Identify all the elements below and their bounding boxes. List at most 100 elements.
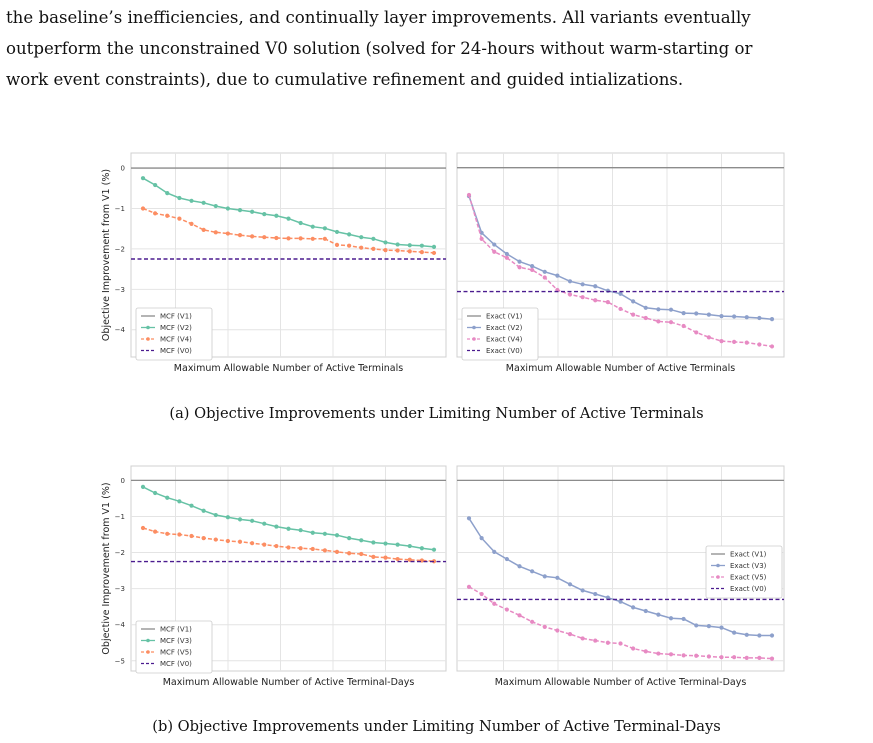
data-point [213,203,218,209]
data-point [580,295,585,300]
data-point [431,244,437,249]
data-point [643,315,648,321]
data-point [310,530,315,535]
data-point [383,541,388,546]
data-point [605,300,610,305]
legend-entry: MCF (V0) [160,347,192,355]
data-point [681,653,686,658]
legend-entry: MCF (V1) [160,626,192,634]
data-point [395,242,400,247]
data-point [286,526,291,531]
y-axis-label: Objective Improvement from V1 (%) [101,169,112,341]
data-point [744,632,749,637]
paragraph-line: work event constraints), due to cumulati… [6,70,684,89]
data-point [213,512,218,518]
data-point [517,564,522,569]
data-point [250,234,255,239]
data-point [466,192,472,198]
data-point [732,339,737,344]
chart-b-right: Maximum Allowable Number of Active Termi… [456,465,785,688]
data-point [681,323,686,329]
legend-box [705,545,783,599]
data-point [431,547,437,552]
data-point [153,182,158,188]
data-point [504,607,509,612]
data-point [542,624,547,629]
data-point [371,540,376,545]
legend-entry: MCF (V3) [160,637,192,645]
data-point [744,340,749,345]
data-point [656,651,661,656]
legend-marker [146,337,150,341]
data-point [605,595,610,600]
data-point [225,231,230,236]
data-point [383,240,388,245]
data-point [140,176,146,181]
data-point [706,624,711,629]
legend: MCF (V1) MCF (V2) MCF (V4) MCF (V0) [135,307,213,361]
data-point [225,206,230,211]
data-point [237,208,243,213]
data-point [153,490,158,496]
data-point [250,541,255,546]
data-point [250,209,255,214]
data-point [213,537,218,542]
data-point [395,248,400,253]
data-point [643,305,648,310]
y-tick-label: 0 [121,477,125,485]
data-point [504,251,509,257]
legend-entry: MCF (V0) [160,660,192,668]
data-point [580,636,585,641]
y-tick-label: −3 [115,286,125,294]
data-point [757,315,762,321]
data-point [656,307,661,312]
data-point [719,625,724,630]
data-point [605,288,610,293]
data-point [504,255,509,260]
data-point [310,236,315,241]
data-point [140,525,146,531]
data-point [262,521,267,526]
y-tick-label: −5 [115,657,125,665]
data-point [371,554,376,559]
y-axis-label: Objective Improvement from V1 (%) [101,482,112,654]
data-point [347,243,352,248]
data-point [479,536,484,541]
data-point [419,243,424,248]
data-point [359,245,364,250]
data-point [530,619,535,624]
data-point [177,216,182,221]
data-point [213,230,218,235]
data-point [694,653,699,658]
data-point [618,599,623,604]
x-axis-label: Maximum Allowable Number of Active Termi… [506,363,735,374]
data-point [189,503,194,508]
data-point [177,195,182,201]
data-point [719,314,724,319]
legend-marker [146,650,150,654]
data-point [732,630,737,635]
legend: MCF (V1) MCF (V3) MCF (V5) MCF (V0) [135,620,213,674]
data-point [165,191,170,196]
data-point [322,531,327,536]
data-point [262,212,267,217]
data-point [479,591,484,597]
y-tick-label: −2 [115,549,125,557]
data-point [631,312,636,317]
data-point [757,633,762,638]
legend-entry: Exact (V1) [486,313,523,321]
data-point [189,221,194,226]
caption-a: (a) Objective Improvements under Limitin… [169,405,704,422]
data-point [567,292,573,297]
data-point [706,335,711,340]
data-point [237,233,243,238]
data-point [359,538,364,543]
legend-marker [146,638,150,643]
data-point [189,533,194,539]
data-point [517,265,522,270]
data-point [395,556,400,562]
data-point [719,339,724,344]
data-point [530,264,535,269]
data-point [237,539,243,544]
